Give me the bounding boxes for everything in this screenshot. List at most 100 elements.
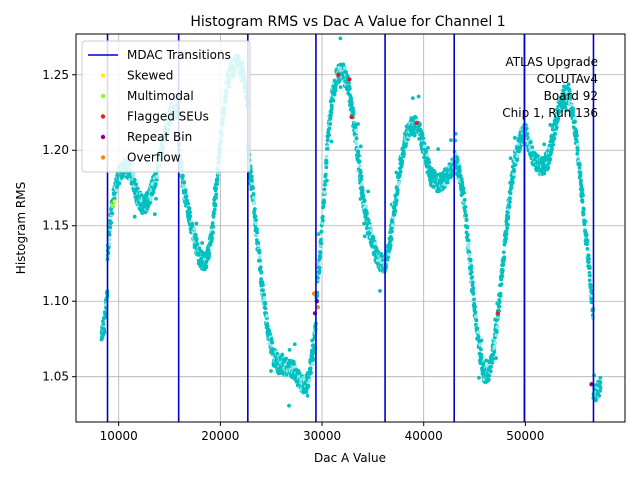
data-point: [306, 384, 311, 389]
data-point: [254, 221, 258, 226]
data-point: [497, 300, 502, 305]
data-point: [359, 174, 364, 179]
data-point: [332, 92, 337, 97]
data-point: [362, 234, 367, 239]
data-point: [445, 180, 450, 185]
data-point: [459, 177, 464, 181]
data-point: [101, 322, 106, 326]
data-point: [270, 340, 275, 345]
flagged-point: [336, 72, 341, 77]
data-point: [291, 359, 296, 364]
data-point: [285, 372, 290, 377]
y-tick-label: 1.15: [42, 219, 69, 233]
data-point: [187, 206, 192, 211]
data-point: [304, 390, 309, 394]
data-point: [475, 326, 480, 331]
data-point: [472, 301, 477, 306]
data-point: [154, 177, 159, 182]
data-point: [109, 220, 114, 225]
data-point: [269, 369, 273, 373]
data-point: [507, 200, 512, 204]
data-point: [581, 211, 586, 216]
data-point: [280, 352, 285, 357]
data-point: [356, 122, 360, 126]
data-point: [287, 347, 292, 352]
data-point: [214, 192, 219, 197]
data-point: [586, 260, 591, 265]
data-point: [588, 284, 593, 289]
data-point: [598, 385, 603, 390]
data-point: [204, 264, 209, 269]
data-point: [388, 243, 393, 247]
data-point: [362, 199, 367, 203]
legend-label: Multimodal: [127, 89, 194, 103]
data-point: [507, 204, 512, 209]
data-point: [192, 227, 197, 231]
data-point: [319, 241, 324, 246]
data-point: [505, 226, 510, 231]
data-point: [566, 82, 571, 87]
data-point: [389, 237, 394, 242]
data-point: [464, 218, 469, 223]
data-point: [194, 236, 199, 241]
data-point: [548, 123, 553, 127]
data-point: [585, 247, 590, 251]
data-point: [322, 187, 327, 192]
data-point: [182, 180, 187, 185]
data-point: [323, 182, 327, 187]
data-point: [575, 151, 580, 156]
data-point: [366, 218, 371, 223]
data-point: [509, 185, 514, 190]
data-point: [394, 198, 399, 203]
data-point: [410, 96, 415, 101]
data-point: [470, 283, 475, 288]
data-point: [525, 131, 530, 136]
data-point: [494, 356, 498, 360]
data-point: [474, 318, 479, 323]
data-point: [331, 98, 336, 103]
data-point: [547, 161, 551, 165]
data-point: [462, 198, 467, 202]
data-point: [568, 94, 573, 99]
data-point: [325, 178, 329, 183]
data-point: [356, 149, 361, 154]
data-point: [360, 186, 365, 191]
data-point: [114, 188, 119, 193]
data-point: [108, 225, 113, 230]
data-point: [155, 174, 159, 179]
data-point: [387, 252, 391, 257]
data-point: [373, 241, 377, 246]
data-point: [322, 200, 327, 205]
x-axis-label: Dac A Value: [314, 451, 386, 465]
data-point: [250, 178, 254, 183]
data-point: [474, 322, 478, 327]
data-point: [256, 241, 261, 245]
y-axis-label: Histogram RMS: [14, 182, 28, 274]
data-point: [498, 291, 503, 296]
annotation-line: Board 92: [544, 89, 598, 103]
data-point: [580, 199, 585, 204]
data-point: [582, 207, 586, 212]
data-point: [212, 211, 216, 216]
data-point: [259, 270, 264, 275]
data-point: [371, 236, 376, 241]
data-point: [587, 266, 592, 270]
data-point: [262, 296, 267, 300]
data-point: [251, 186, 255, 190]
data-point: [320, 218, 325, 223]
data-point: [494, 333, 499, 337]
data-point: [329, 110, 334, 115]
flagged-point: [311, 291, 316, 296]
data-point: [490, 360, 495, 365]
data-point: [324, 165, 329, 170]
data-point: [586, 253, 591, 258]
legend-dot-swatch: [100, 93, 106, 99]
y-tick-label: 1.25: [42, 68, 69, 82]
data-point: [465, 224, 470, 229]
data-point: [325, 146, 330, 151]
data-point: [311, 358, 316, 363]
annotation-line: ATLAS Upgrade: [505, 55, 598, 69]
data-point: [567, 89, 572, 93]
y-tick-label: 1.20: [42, 143, 69, 157]
data-point: [259, 277, 263, 281]
